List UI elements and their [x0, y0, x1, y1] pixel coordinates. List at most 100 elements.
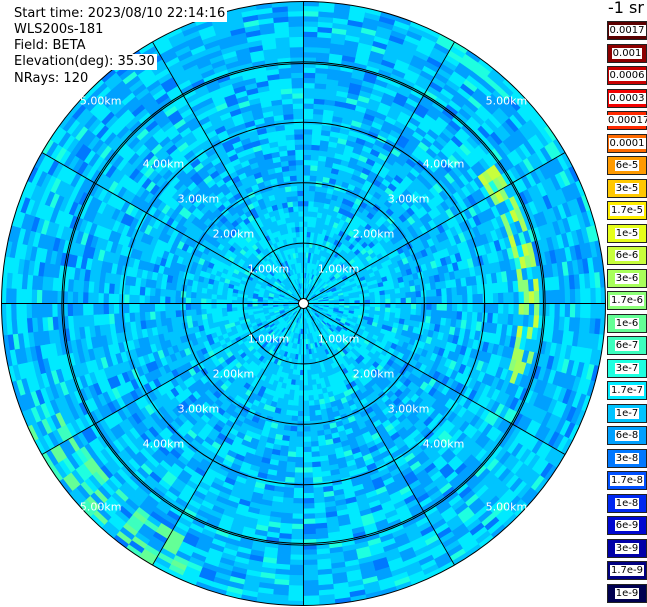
range-gate-cell	[303, 190, 310, 197]
range-gate-cell	[303, 226, 308, 233]
range-gate-cell	[390, 303, 397, 309]
range-gate-cell	[374, 295, 381, 301]
range-gate-cell	[307, 210, 314, 218]
range-gate-cell	[291, 523, 304, 530]
range-gate-cell	[308, 405, 316, 412]
range-gate-cell	[446, 287, 453, 297]
range-gate-cell	[310, 154, 320, 161]
range-gate-cell	[303, 82, 316, 89]
range-gate-cell	[291, 513, 304, 520]
range-gate-cell	[303, 72, 316, 79]
range-gate-cell	[395, 292, 402, 299]
range-gate-cell	[303, 559, 318, 566]
range-gate-cell	[303, 46, 318, 53]
range-gate-cell	[303, 195, 310, 202]
range-gate-cell	[303, 549, 317, 556]
range-gate-cell	[395, 303, 402, 309]
range-gate-cell	[287, 595, 304, 602]
range-gate-cell	[303, 467, 313, 474]
range-gate-cell	[298, 395, 304, 402]
range-gate-cell	[441, 310, 448, 319]
range-gate-cell	[303, 400, 310, 407]
range-gate-cell	[303, 31, 319, 38]
range-gate-cell	[441, 288, 448, 297]
range-gate-cell	[118, 552, 137, 567]
range-gate-cell	[405, 308, 412, 316]
range-gate-cell	[292, 498, 304, 505]
range-gate-cell	[307, 384, 313, 391]
range-gate-cell	[398, 5, 417, 17]
range-gate-cell	[303, 518, 316, 525]
range-gate-cell	[580, 303, 587, 319]
range-gate-cell	[306, 369, 312, 376]
range-gate-cell	[564, 303, 571, 318]
range-gate-cell	[539, 290, 546, 304]
range-gate-cell	[303, 118, 314, 125]
range-gate-cell	[310, 435, 319, 443]
range-gate-cell	[413, 10, 432, 23]
range-gate-cell	[303, 446, 312, 453]
range-gate-cell	[298, 380, 304, 386]
range-gate-cell	[132, 561, 150, 576]
range-gate-cell	[549, 303, 556, 317]
range-gate-cell	[559, 303, 566, 318]
range-gate-cell	[297, 410, 304, 417]
range-gate-cell	[523, 303, 530, 316]
range-gate-cell	[293, 389, 300, 397]
range-gate-cell	[389, 288, 396, 295]
range-gate-cell	[303, 487, 314, 494]
range-gate-cell	[503, 292, 510, 304]
range-gate-cell	[435, 310, 443, 319]
range-gate-cell	[298, 385, 304, 392]
range-gate-cell	[508, 303, 515, 315]
range-gate-cell	[364, 299, 371, 304]
range-gate-cell	[533, 303, 540, 317]
range-gate-cell	[456, 311, 463, 321]
range-gate-cell	[289, 554, 304, 561]
range-gate-cell	[303, 215, 309, 222]
range-gate-cell	[549, 290, 556, 304]
range-gate-cell	[308, 410, 316, 417]
range-gate-cell	[503, 303, 510, 315]
range-gate-cell	[309, 425, 318, 432]
range-gate-cell	[384, 294, 391, 300]
range-gate-cell	[303, 574, 319, 582]
range-gate-cell	[206, 596, 225, 606]
range-gate-cell	[351, 1, 369, 3]
range-gate-cell	[304, 0, 320, 1]
range-gate-cell	[286, 456, 296, 463]
range-gate-cell	[561, 457, 576, 475]
range-gate-cell	[307, 389, 314, 397]
range-gate-cell	[374, 299, 381, 304]
range-gate-cell	[293, 482, 304, 489]
range-gate-cell	[310, 164, 319, 172]
range-gate-cell	[303, 149, 312, 156]
range-gate-cell	[303, 51, 317, 58]
range-gate-cell	[382, 1, 401, 11]
range-gate-cell	[310, 451, 320, 458]
range-gate-cell	[291, 528, 304, 535]
range-gate-cell	[554, 303, 561, 318]
range-gate-cell	[400, 297, 407, 304]
range-gate-cell	[430, 309, 438, 318]
range-gate-cell	[380, 298, 386, 304]
range-gate-cell	[222, 600, 240, 606]
range-gate-cell	[81, 520, 98, 537]
range-gate-cell	[308, 400, 315, 407]
range-gate-cell	[309, 430, 318, 438]
range-gate-cell	[395, 298, 402, 304]
range-gate-cell	[303, 380, 309, 386]
range-gate-cell	[306, 364, 311, 371]
range-gate-cell	[462, 303, 469, 313]
range-gate-cell	[303, 369, 308, 376]
range-gate-cell	[303, 390, 309, 397]
range-gate-cell	[528, 303, 535, 316]
range-gate-cell	[303, 154, 312, 161]
range-gate-cell	[310, 159, 319, 166]
range-gate-cell	[309, 169, 318, 177]
range-gate-cell	[451, 303, 458, 312]
range-gate-cell	[298, 390, 304, 397]
range-gate-cell	[509, 520, 526, 537]
range-gate-cell	[303, 395, 309, 402]
range-gate-cell	[311, 384, 318, 391]
